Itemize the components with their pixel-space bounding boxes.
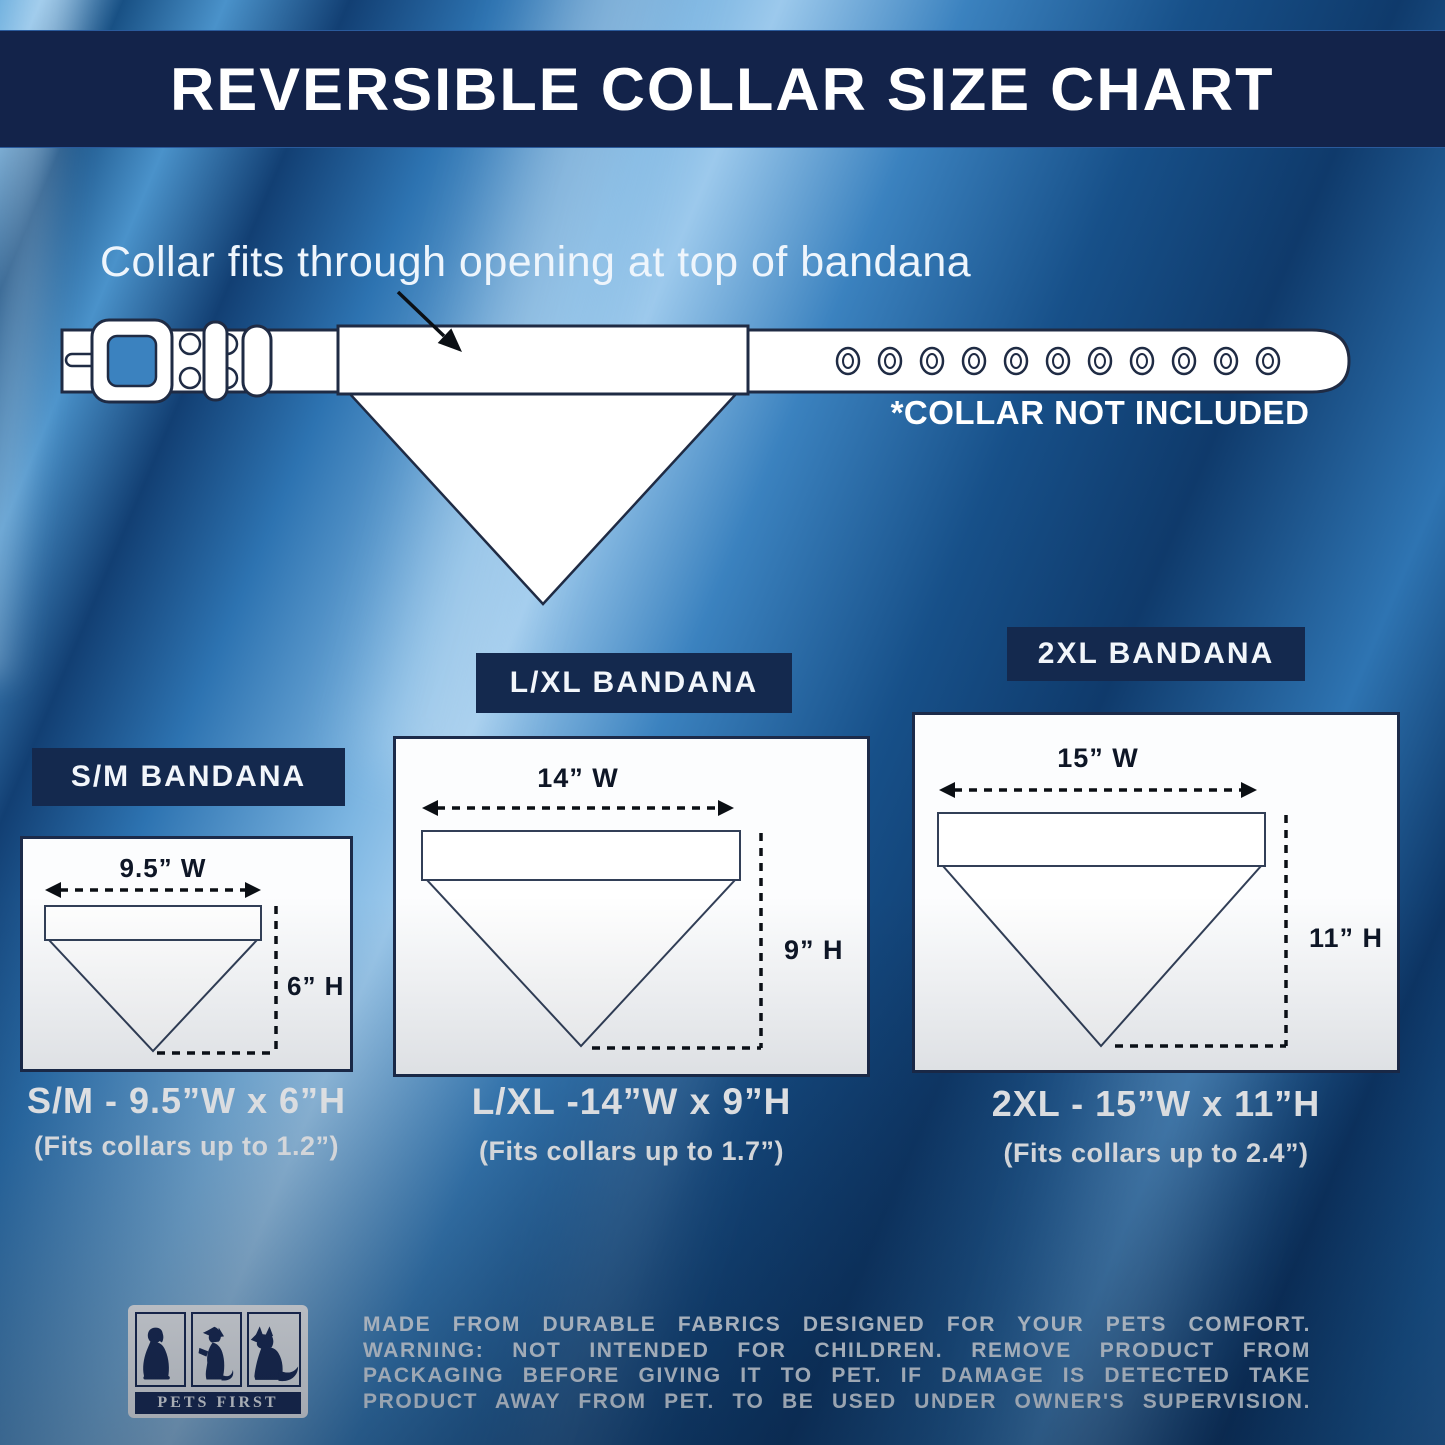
panel-label-sm: S/M BANDANA — [32, 748, 345, 806]
panel-label-lxl: L/XL BANDANA — [476, 653, 792, 713]
width-dimension-label: 9.5” W — [119, 853, 207, 883]
bandana-diagram-sm — [44, 882, 278, 1055]
logo-frame-2 — [191, 1312, 242, 1387]
dog-silhouette-begging-icon — [198, 1326, 233, 1381]
footer-line: WARNING: NOT INTENDED FOR CHILDREN. REMO… — [363, 1338, 1311, 1362]
diagram-box-lxl: 14” W 9” H — [393, 736, 870, 1077]
fits-caption-sm: (Fits collars up to 1.2”) — [33, 1131, 340, 1161]
bandana-triangle — [347, 392, 739, 606]
footer-line: PRODUCT AWAY FROM PET. TO BE USED UNDER … — [363, 1389, 1311, 1413]
logo-frame-3 — [247, 1312, 301, 1387]
footer-warning-text: MADE FROM DURABLE FABRICS DESIGNED FOR Y… — [363, 1312, 1311, 1414]
logo-wordmark: PETS FIRST — [135, 1392, 301, 1414]
logo-dog-frames — [135, 1312, 301, 1387]
footer-line: PACKAGING BEFORE GIVING IT TO PET. IF DA… — [363, 1364, 1311, 1387]
pets-first-logo: PETS FIRST — [128, 1305, 308, 1418]
panel-label-2xl: 2XL BANDANA — [1007, 627, 1305, 681]
bandana-sleeve — [336, 324, 750, 396]
collar-illustration — [60, 290, 1351, 606]
height-dimension-label: 11” H — [1309, 923, 1384, 953]
bandana-diagram-lxl — [421, 800, 763, 1050]
size-caption-2xl: 2XL - 15”W x 11”H — [991, 1083, 1321, 1124]
width-dimension-label: 14” W — [537, 763, 619, 793]
fits-caption-lxl: (Fits collars up to 1.7”) — [478, 1136, 785, 1166]
collar-keeper — [241, 324, 273, 398]
width-dimension-label: 15” W — [1057, 743, 1139, 773]
size-caption-lxl: L/XL -14”W x 9”H — [471, 1081, 792, 1122]
buckle-frame-inner — [106, 334, 158, 388]
dog-silhouette-shepherd-icon — [250, 1326, 299, 1382]
collar-not-included-note: *COLLAR NOT INCLUDED — [890, 394, 1310, 431]
collar-keeper — [202, 320, 229, 402]
size-caption-sm: S/M - 9.5”W x 6”H — [26, 1080, 347, 1121]
title-bar: REVERSIBLE COLLAR SIZE CHART — [0, 30, 1445, 148]
fits-caption-2xl: (Fits collars up to 2.4”) — [1003, 1138, 1309, 1168]
height-dimension-label: 6” H — [287, 971, 345, 1001]
diagram-box-2xl: 15” W 11” H — [912, 712, 1400, 1073]
diagram-box-sm: 9.5” W 6” H — [20, 836, 353, 1072]
bandana-diagram-2xl — [937, 782, 1288, 1048]
height-dimension-label: 9” H — [784, 935, 844, 965]
collar-eyelets — [835, 346, 1281, 376]
logo-frame-1 — [135, 1312, 186, 1387]
footer-line: MADE FROM DURABLE FABRICS DESIGNED FOR Y… — [363, 1313, 1311, 1336]
collar-annotation-text: Collar fits through opening at top of ba… — [100, 238, 972, 286]
dog-silhouette-sitting-icon — [142, 1327, 170, 1380]
pointer-arrow — [396, 290, 462, 352]
page-title: REVERSIBLE COLLAR SIZE CHART — [170, 55, 1275, 123]
